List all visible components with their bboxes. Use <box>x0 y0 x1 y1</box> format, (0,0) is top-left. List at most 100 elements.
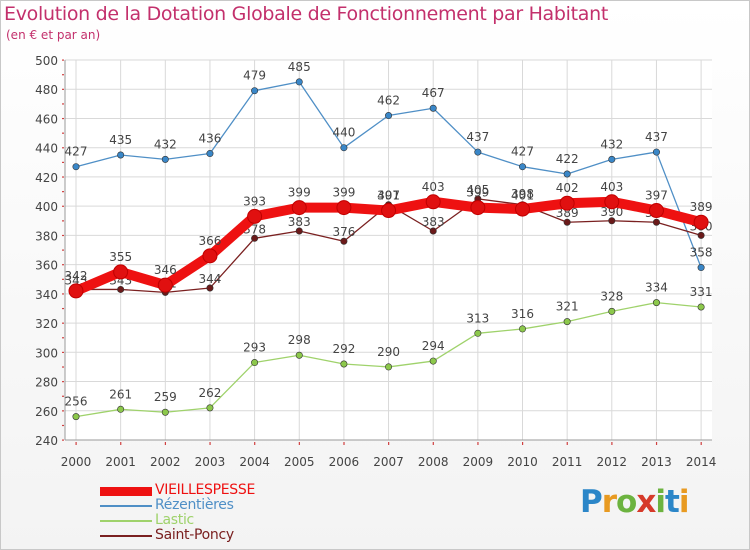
y-tick-label: 420 <box>35 171 58 185</box>
x-minor-tick <box>209 442 211 445</box>
data-point-rezentieres <box>385 112 393 120</box>
data-label-vieillespesse: 399 <box>466 186 489 200</box>
data-point-lastic <box>340 360 348 368</box>
data-point-rezentieres <box>117 151 125 159</box>
data-point-lastic <box>251 359 259 367</box>
x-minor-tick <box>298 442 300 445</box>
legend-swatch-vieillespesse <box>100 487 152 496</box>
y-tick-label: 340 <box>35 288 58 302</box>
y-tick-label: 260 <box>35 405 58 419</box>
data-point-saint-poncy <box>697 231 705 239</box>
data-point-saint-poncy <box>652 218 660 226</box>
data-point-lastic <box>385 363 393 371</box>
legend-label-saint-poncy: Saint-Poncy <box>155 527 234 543</box>
data-label-vieillespesse: 342 <box>65 269 88 283</box>
data-label-vieillespesse: 355 <box>109 250 132 264</box>
data-label-lastic: 261 <box>109 387 132 401</box>
data-point-rezentieres <box>161 155 169 163</box>
data-point-vieillespesse <box>381 203 397 219</box>
proxiti-logo: Proxiti <box>580 484 690 520</box>
x-minor-tick <box>566 442 568 445</box>
data-point-saint-poncy <box>608 217 616 225</box>
y-minor-tick <box>62 410 64 412</box>
y-minor-tick <box>62 293 64 295</box>
data-label-saint-poncy: 383 <box>288 215 311 229</box>
data-label-vieillespesse: 398 <box>511 187 534 201</box>
data-point-vieillespesse <box>604 194 620 210</box>
y-tick-label: 320 <box>35 317 58 331</box>
data-label-lastic: 298 <box>288 333 311 347</box>
x-tick-label: 2012 <box>597 455 628 469</box>
x-minor-tick <box>477 442 479 445</box>
data-label-rezentieres: 422 <box>556 152 579 166</box>
chart-subtitle: (en € et par an) <box>6 28 101 42</box>
x-tick-label: 2011 <box>552 455 583 469</box>
data-label-vieillespesse: 366 <box>198 234 221 248</box>
data-point-rezentieres <box>72 163 80 171</box>
x-minor-tick <box>432 442 434 445</box>
y-tick-label: 280 <box>35 376 58 390</box>
x-tick-label: 2013 <box>641 455 672 469</box>
data-point-rezentieres <box>206 150 214 158</box>
data-point-lastic <box>652 299 660 307</box>
y-minor-tick <box>62 74 64 76</box>
data-label-lastic: 321 <box>556 300 579 314</box>
data-point-lastic <box>518 325 526 333</box>
data-point-vieillespesse <box>336 200 352 216</box>
data-point-lastic <box>161 408 169 416</box>
data-label-vieillespesse: 399 <box>332 186 355 200</box>
x-minor-tick <box>611 442 613 445</box>
legend-swatch-rezentieres <box>100 505 152 507</box>
y-minor-tick <box>62 424 64 427</box>
y-minor-tick <box>62 205 64 207</box>
data-point-lastic <box>117 405 125 413</box>
legend-label-lastic: Lastic <box>155 512 194 528</box>
data-point-saint-poncy <box>117 285 125 293</box>
x-minor-tick <box>120 442 122 445</box>
x-tick-label: 2009 <box>463 455 494 469</box>
data-point-vieillespesse <box>291 200 307 216</box>
data-point-rezentieres <box>608 155 616 163</box>
data-point-lastic <box>474 329 482 337</box>
x-minor-tick <box>388 442 390 445</box>
x-tick-label: 2001 <box>105 455 136 469</box>
data-label-rezentieres: 436 <box>198 132 221 146</box>
x-minor-tick <box>655 442 658 445</box>
y-minor-tick <box>62 147 64 149</box>
data-label-rezentieres: 432 <box>600 137 623 151</box>
logo-letter: x <box>636 484 656 520</box>
y-minor-tick <box>62 395 64 397</box>
data-point-lastic <box>295 351 303 359</box>
data-label-rezentieres: 462 <box>377 94 400 108</box>
x-tick-label: 2004 <box>239 455 270 469</box>
data-label-vieillespesse: 393 <box>243 194 266 208</box>
data-label-saint-poncy: 390 <box>600 205 623 219</box>
data-point-vieillespesse <box>113 264 129 280</box>
x-tick-label: 2002 <box>150 455 181 469</box>
data-point-rezentieres <box>474 148 482 156</box>
data-point-rezentieres <box>518 163 526 171</box>
data-point-saint-poncy <box>340 237 348 245</box>
data-label-lastic: 292 <box>332 342 355 356</box>
y-minor-tick <box>62 351 64 354</box>
y-minor-tick <box>62 103 64 105</box>
data-label-saint-poncy: 344 <box>198 272 221 286</box>
y-tick-label: 300 <box>35 346 58 360</box>
data-point-vieillespesse <box>425 194 441 210</box>
y-minor-tick <box>62 234 64 237</box>
data-label-vieillespesse: 389 <box>690 200 713 214</box>
x-minor-tick <box>522 442 524 445</box>
logo-letter: i <box>678 484 690 520</box>
data-label-rezentieres: 479 <box>243 69 266 83</box>
legend-label-rezentieres: Rézentières <box>155 497 234 513</box>
y-minor-tick <box>62 132 64 134</box>
data-point-lastic <box>697 303 705 311</box>
legend-item-lastic: Lastic <box>100 512 340 529</box>
x-tick-label: 2000 <box>61 455 92 469</box>
legend-swatch-lastic <box>100 520 152 522</box>
y-minor-tick <box>62 88 64 90</box>
y-minor-tick <box>62 117 64 120</box>
data-label-rezentieres: 358 <box>690 246 713 260</box>
x-minor-tick <box>254 442 256 445</box>
